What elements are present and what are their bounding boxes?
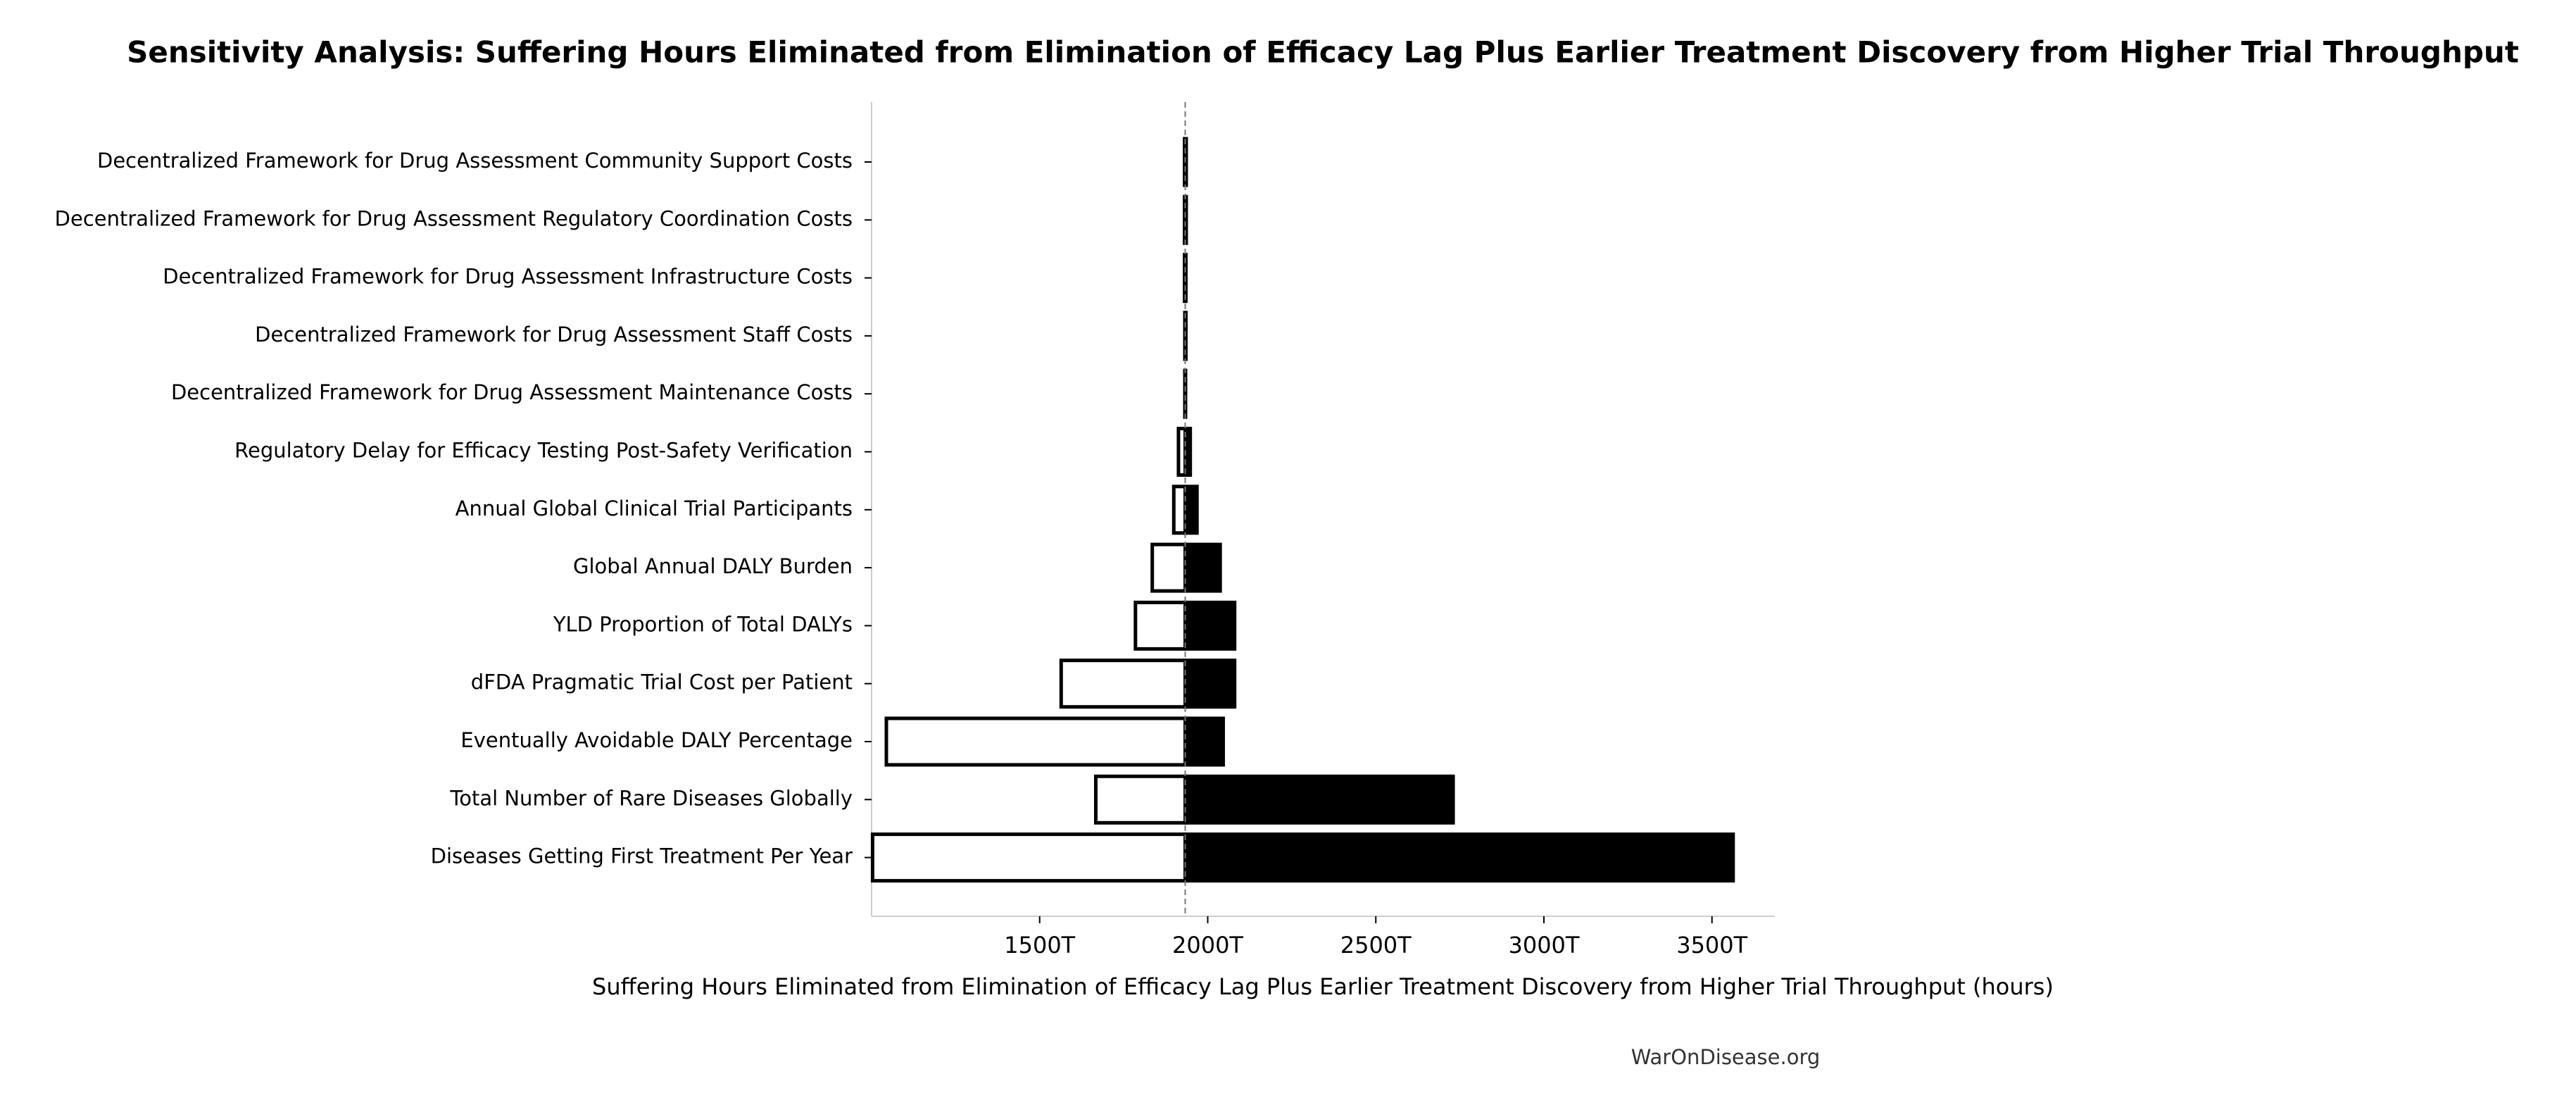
bar [1183, 774, 1455, 825]
y-tick-label: YLD Proportion of Total DALYs [553, 612, 853, 636]
bar [1093, 774, 1187, 825]
y-tick-label: Decentralized Framework for Drug Assessm… [171, 380, 853, 404]
y-tick-label: Global Annual DALY Burden [573, 554, 853, 578]
bar [870, 832, 1187, 883]
y-tick-label: Annual Global Clinical Trial Participant… [455, 497, 853, 520]
x-tick-label: 3000T [1508, 932, 1579, 959]
y-tick-label: Regulatory Delay for Efficacy Testing Po… [234, 439, 853, 463]
x-tick-label: 3500T [1676, 932, 1747, 959]
y-tick-label: Decentralized Framework for Drug Assessm… [55, 206, 853, 230]
chart-title: Sensitivity Analysis: Suffering Hours El… [127, 35, 2519, 70]
x-tick-label: 1500T [1004, 932, 1075, 959]
y-tick-label: Decentralized Framework for Drug Assessm… [163, 265, 853, 289]
y-tick-label: Diseases Getting First Treatment Per Yea… [431, 844, 853, 868]
bar [1183, 485, 1199, 535]
bar [884, 716, 1187, 767]
bar [1183, 542, 1222, 593]
bar [1183, 658, 1237, 709]
bar [1183, 716, 1225, 767]
bar [1183, 832, 1735, 883]
y-tick-label: Total Number of Rare Diseases Globally [449, 786, 853, 810]
x-tick-label: 2500T [1340, 932, 1412, 959]
bar [1133, 600, 1187, 651]
y-tick-label: Decentralized Framework for Drug Assessm… [255, 323, 853, 347]
x-axis-label: Suffering Hours Eliminated from Eliminat… [592, 973, 2054, 1000]
x-tick-label: 2000T [1172, 932, 1243, 959]
footer: WarOnDisease.org [1631, 1045, 1821, 1069]
bar [1150, 542, 1187, 593]
bar [1059, 658, 1187, 709]
bar [1183, 600, 1237, 651]
bar [1183, 427, 1193, 477]
y-tick-label: Eventually Avoidable DALY Percentage [460, 728, 853, 752]
y-tick-label: dFDA Pragmatic Trial Cost per Patient [471, 670, 853, 694]
y-tick-label: Decentralized Framework for Drug Assessm… [97, 149, 853, 173]
